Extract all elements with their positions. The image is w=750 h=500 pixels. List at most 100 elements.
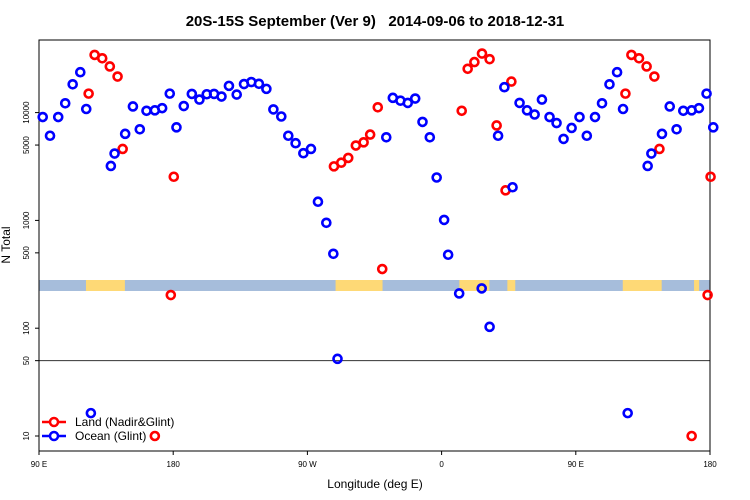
ocean-point [431, 172, 442, 183]
ocean-point [127, 101, 139, 112]
y-tick-label: 50 [22, 356, 31, 365]
y-tick-label: 100 [22, 321, 31, 335]
land-point [168, 171, 180, 183]
ocean-point [514, 97, 525, 109]
ocean-point [186, 88, 198, 100]
land-point [702, 289, 713, 301]
ocean-point [622, 407, 633, 419]
ocean-point [589, 111, 601, 123]
ocean-point [551, 117, 562, 129]
ocean-point [52, 111, 64, 123]
ocean-point [332, 353, 343, 365]
ocean-point [305, 143, 317, 155]
land-point [476, 48, 488, 59]
ocean-point [171, 122, 182, 133]
x-tick-label: 0 [439, 460, 444, 469]
land-point [342, 152, 354, 164]
ocean-point [566, 122, 577, 134]
legend-land-label: Land (Nadir&Glint) [75, 415, 174, 429]
ocean-point [223, 80, 235, 92]
ocean-point [678, 105, 689, 117]
ocean-point [80, 103, 92, 115]
ocean-point [701, 88, 712, 99]
x-tick-label: 90 E [568, 460, 584, 469]
ocean-point [283, 130, 294, 142]
ocean-point [671, 123, 682, 135]
ocean-point [328, 248, 339, 260]
land-point [491, 120, 502, 131]
land-point [165, 289, 177, 301]
ocean-point [558, 133, 569, 145]
ocean-point [544, 111, 555, 123]
ocean-point [276, 111, 287, 122]
ocean-point [312, 196, 324, 208]
land-segment [694, 280, 700, 291]
ocean-point [507, 181, 518, 193]
land-segment [622, 280, 662, 291]
ocean-point [290, 137, 301, 149]
data-points [37, 48, 719, 442]
land-point [335, 157, 347, 168]
ocean-point [596, 97, 608, 109]
land-point [686, 430, 697, 442]
ocean-point [611, 66, 623, 78]
ocean-point [194, 94, 205, 105]
land-point [117, 143, 128, 155]
land-segment [507, 280, 516, 291]
x-tick-label: 90 E [31, 460, 47, 469]
land-segment [459, 280, 490, 291]
ocean-point [604, 79, 615, 90]
ocean-point [119, 128, 131, 140]
x-tick-label: 180 [703, 460, 717, 469]
ocean-point [476, 283, 488, 294]
land-point [484, 53, 495, 65]
ocean-point [438, 214, 450, 226]
ocean-point [642, 160, 653, 172]
ocean-point [656, 128, 668, 140]
land-ocean-band [39, 280, 710, 291]
land-point [654, 143, 665, 155]
ocean-point [67, 79, 78, 90]
y-axis: 10 50 100 500 1000 5000 10000 [22, 101, 39, 440]
ocean-point [109, 148, 120, 159]
y-tick-label: 1000 [22, 211, 31, 229]
ocean-point [298, 147, 309, 159]
ocean-point [380, 132, 392, 143]
land-point [641, 61, 652, 72]
legend: Land (Nadir&Glint) Ocean (Glint) [42, 415, 174, 443]
x-tick-label: 180 [167, 460, 181, 469]
ocean-point [707, 122, 719, 133]
y-tick-label: 500 [22, 246, 31, 260]
land-segment [335, 280, 383, 291]
land-point [506, 76, 517, 87]
x-axis-label: Longitude (deg E) [327, 477, 422, 491]
ocean-point [156, 102, 168, 114]
ocean-point [261, 83, 272, 95]
plot-frame [38, 39, 711, 452]
ocean-point [409, 93, 421, 104]
chart-title: 20S-15S September (Ver 9) 2014-09-06 to … [186, 13, 565, 30]
ocean-point [37, 111, 49, 123]
land-point [358, 137, 369, 148]
ocean-point [664, 101, 676, 112]
x-tick-label: 90 W [298, 460, 317, 469]
ocean-point [453, 288, 465, 299]
land-point [112, 71, 123, 82]
ocean-point [164, 88, 176, 99]
ocean-point [85, 407, 97, 419]
ocean-point [105, 160, 117, 172]
land-point [376, 263, 388, 275]
y-axis-label: N Total [0, 226, 13, 263]
land-point [364, 129, 376, 140]
ocean-point [141, 105, 152, 117]
ocean-point [253, 78, 265, 90]
x-axis: 90 E 180 90 W 0 90 E 180 [31, 451, 717, 469]
ocean-point [492, 130, 504, 142]
land-segment [85, 280, 125, 291]
land-point [149, 430, 161, 442]
land-point [469, 56, 480, 68]
ocean-point [693, 102, 705, 114]
ocean-point [617, 103, 629, 115]
y-tick-label: 10 [22, 431, 31, 440]
ocean-point [216, 91, 227, 102]
